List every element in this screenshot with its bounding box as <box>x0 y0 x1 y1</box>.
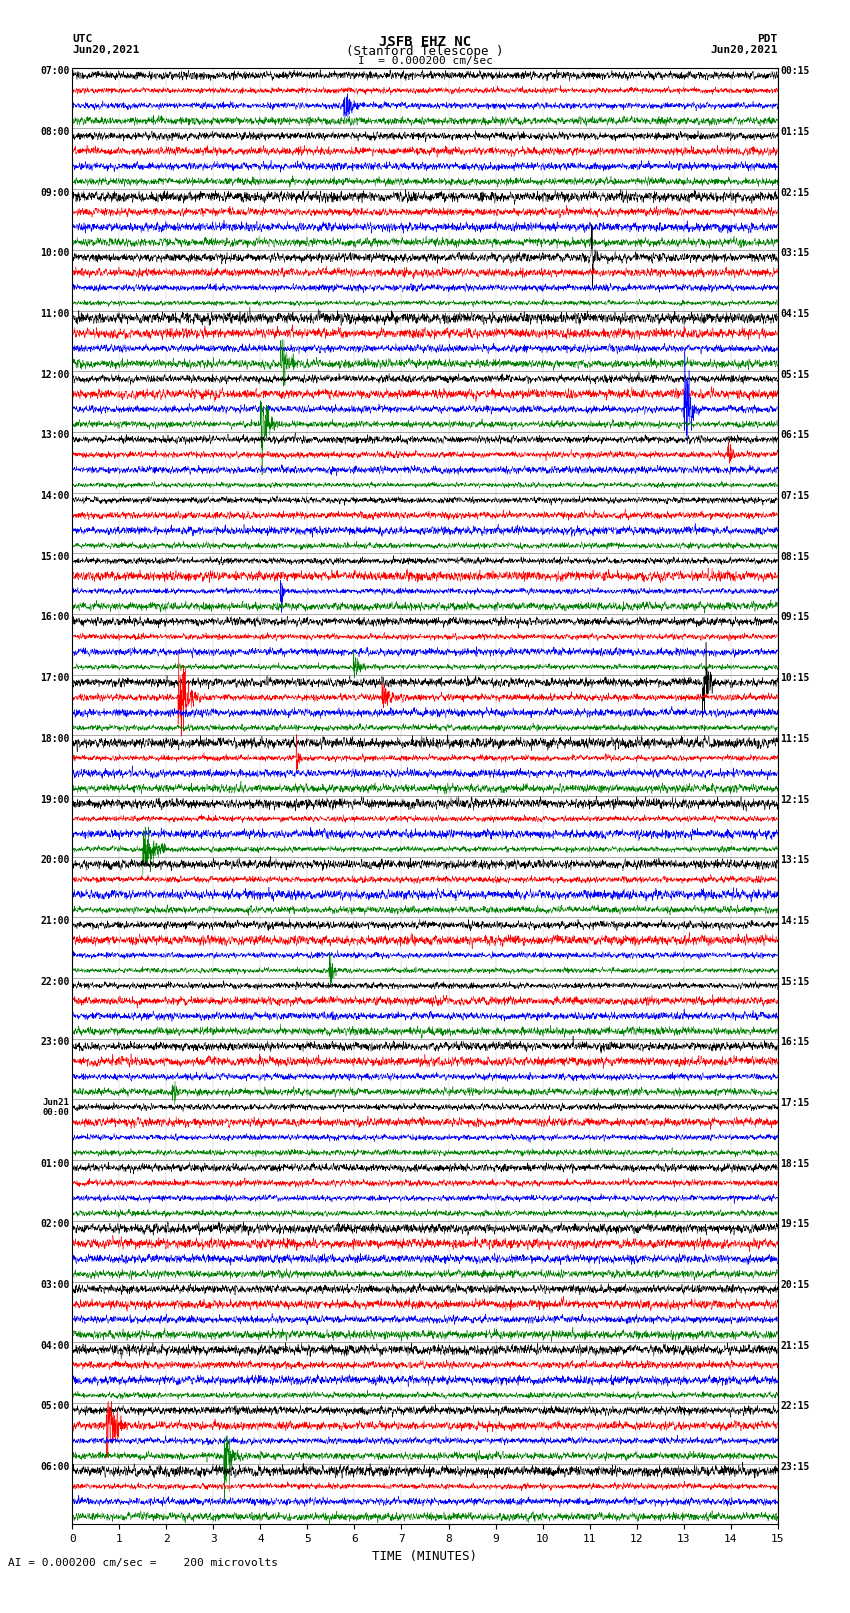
Text: AI = 0.000200 cm/sec =    200 microvolts: AI = 0.000200 cm/sec = 200 microvolts <box>8 1558 279 1568</box>
Text: 02:15: 02:15 <box>780 187 810 198</box>
Text: 03:00: 03:00 <box>40 1281 70 1290</box>
Text: I  = 0.000200 cm/sec: I = 0.000200 cm/sec <box>358 56 492 66</box>
Text: Jun20,2021: Jun20,2021 <box>711 45 778 55</box>
Text: 06:00: 06:00 <box>40 1461 70 1473</box>
Text: Jun20,2021: Jun20,2021 <box>72 45 139 55</box>
Text: 08:00: 08:00 <box>40 127 70 137</box>
Text: 07:15: 07:15 <box>780 490 810 502</box>
Text: UTC: UTC <box>72 34 93 44</box>
Text: 12:00: 12:00 <box>40 369 70 379</box>
Text: 13:15: 13:15 <box>780 855 810 865</box>
Text: 00:15: 00:15 <box>780 66 810 76</box>
Text: 02:00: 02:00 <box>40 1219 70 1229</box>
Text: 21:15: 21:15 <box>780 1340 810 1350</box>
Text: JSFB EHZ NC: JSFB EHZ NC <box>379 35 471 48</box>
Text: 01:15: 01:15 <box>780 127 810 137</box>
Text: 01:00: 01:00 <box>40 1158 70 1169</box>
Text: 09:00: 09:00 <box>40 187 70 198</box>
Text: (Stanford Telescope ): (Stanford Telescope ) <box>346 45 504 58</box>
Text: PDT: PDT <box>757 34 778 44</box>
Text: 16:00: 16:00 <box>40 613 70 623</box>
Text: 05:00: 05:00 <box>40 1402 70 1411</box>
Text: 20:15: 20:15 <box>780 1281 810 1290</box>
Text: 18:15: 18:15 <box>780 1158 810 1169</box>
Text: 20:00: 20:00 <box>40 855 70 865</box>
X-axis label: TIME (MINUTES): TIME (MINUTES) <box>372 1550 478 1563</box>
Text: 04:00: 04:00 <box>40 1340 70 1350</box>
Text: 22:00: 22:00 <box>40 976 70 987</box>
Text: 17:15: 17:15 <box>780 1098 810 1108</box>
Text: 17:00: 17:00 <box>40 673 70 684</box>
Text: 15:15: 15:15 <box>780 976 810 987</box>
Text: 23:00: 23:00 <box>40 1037 70 1047</box>
Text: 12:15: 12:15 <box>780 795 810 805</box>
Text: 19:15: 19:15 <box>780 1219 810 1229</box>
Text: 16:15: 16:15 <box>780 1037 810 1047</box>
Text: 11:00: 11:00 <box>40 310 70 319</box>
Text: 04:15: 04:15 <box>780 310 810 319</box>
Text: 21:00: 21:00 <box>40 916 70 926</box>
Text: 06:15: 06:15 <box>780 431 810 440</box>
Text: 23:15: 23:15 <box>780 1461 810 1473</box>
Text: 11:15: 11:15 <box>780 734 810 744</box>
Text: 07:00: 07:00 <box>40 66 70 76</box>
Text: 10:15: 10:15 <box>780 673 810 684</box>
Text: 14:15: 14:15 <box>780 916 810 926</box>
Text: 09:15: 09:15 <box>780 613 810 623</box>
Text: 22:15: 22:15 <box>780 1402 810 1411</box>
Text: Jun21
00:00: Jun21 00:00 <box>42 1098 70 1116</box>
Text: 05:15: 05:15 <box>780 369 810 379</box>
Text: 14:00: 14:00 <box>40 490 70 502</box>
Text: 15:00: 15:00 <box>40 552 70 561</box>
Text: 18:00: 18:00 <box>40 734 70 744</box>
Text: 19:00: 19:00 <box>40 795 70 805</box>
Text: 13:00: 13:00 <box>40 431 70 440</box>
Text: 08:15: 08:15 <box>780 552 810 561</box>
Text: 10:00: 10:00 <box>40 248 70 258</box>
Text: 03:15: 03:15 <box>780 248 810 258</box>
